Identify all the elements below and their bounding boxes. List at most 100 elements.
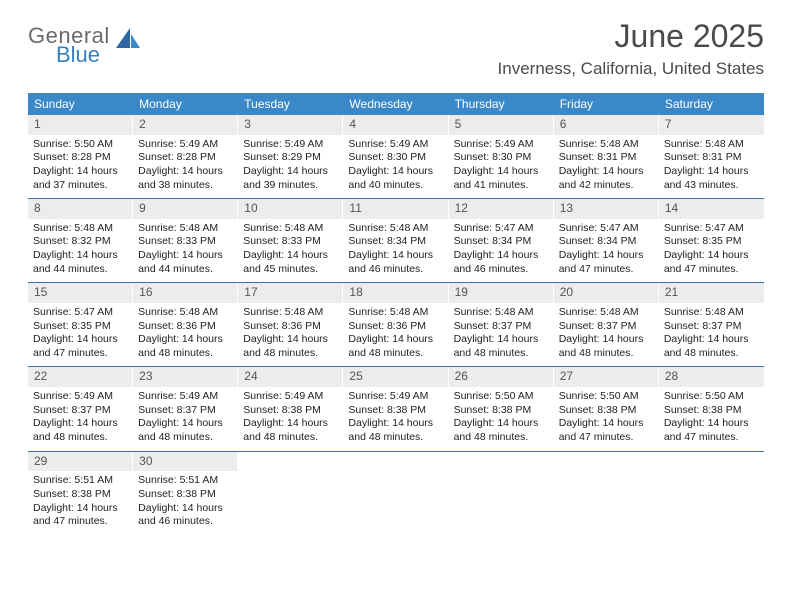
day-of-week: Tuesday (238, 93, 343, 115)
day-details: Sunrise: 5:50 AMSunset: 8:38 PMDaylight:… (554, 387, 659, 451)
day-details: Sunrise: 5:47 AMSunset: 8:34 PMDaylight:… (449, 219, 554, 283)
day-cell: 13Sunrise: 5:47 AMSunset: 8:34 PMDayligh… (554, 199, 659, 282)
logo: General Blue (28, 18, 142, 66)
day-cell: 27Sunrise: 5:50 AMSunset: 8:38 PMDayligh… (554, 367, 659, 450)
daylight-line: Daylight: 14 hours and 39 minutes. (243, 165, 338, 192)
day-of-week: Thursday (449, 93, 554, 115)
daylight-line: Daylight: 14 hours and 38 minutes. (138, 165, 233, 192)
sunset-line: Sunset: 8:30 PM (348, 151, 443, 165)
day-cell: 6Sunrise: 5:48 AMSunset: 8:31 PMDaylight… (554, 115, 659, 198)
sunset-line: Sunset: 8:37 PM (664, 320, 759, 334)
sunset-line: Sunset: 8:38 PM (454, 404, 549, 418)
daylight-line: Daylight: 14 hours and 42 minutes. (559, 165, 654, 192)
daylight-line: Daylight: 14 hours and 48 minutes. (664, 333, 759, 360)
sunrise-line: Sunrise: 5:47 AM (33, 306, 128, 320)
sunrise-line: Sunrise: 5:48 AM (138, 306, 233, 320)
sunset-line: Sunset: 8:37 PM (138, 404, 233, 418)
sunrise-line: Sunrise: 5:49 AM (138, 138, 233, 152)
day-cell: 14Sunrise: 5:47 AMSunset: 8:35 PMDayligh… (659, 199, 764, 282)
day-of-week: Sunday (28, 93, 133, 115)
day-details: Sunrise: 5:48 AMSunset: 8:37 PMDaylight:… (554, 303, 659, 367)
sunrise-line: Sunrise: 5:48 AM (559, 306, 654, 320)
sunrise-line: Sunrise: 5:48 AM (664, 306, 759, 320)
day-details: Sunrise: 5:49 AMSunset: 8:30 PMDaylight:… (343, 135, 448, 199)
day-cell: 4Sunrise: 5:49 AMSunset: 8:30 PMDaylight… (343, 115, 448, 198)
day-details: Sunrise: 5:49 AMSunset: 8:37 PMDaylight:… (28, 387, 133, 451)
daylight-line: Daylight: 14 hours and 48 minutes. (243, 333, 338, 360)
sunset-line: Sunset: 8:34 PM (559, 235, 654, 249)
day-number: 4 (343, 115, 448, 135)
day-number: 26 (449, 367, 554, 387)
day-number: 13 (554, 199, 659, 219)
day-number: 22 (28, 367, 133, 387)
day-cell: 1Sunrise: 5:50 AMSunset: 8:28 PMDaylight… (28, 115, 133, 198)
daylight-line: Daylight: 14 hours and 47 minutes. (559, 249, 654, 276)
day-number: 16 (133, 283, 238, 303)
sunset-line: Sunset: 8:38 PM (243, 404, 338, 418)
day-cell: 19Sunrise: 5:48 AMSunset: 8:37 PMDayligh… (449, 283, 554, 366)
day-number: 29 (28, 452, 133, 472)
sunset-line: Sunset: 8:29 PM (243, 151, 338, 165)
day-cell: 16Sunrise: 5:48 AMSunset: 8:36 PMDayligh… (133, 283, 238, 366)
day-number: 23 (133, 367, 238, 387)
day-number: 25 (343, 367, 448, 387)
daylight-line: Daylight: 14 hours and 48 minutes. (138, 333, 233, 360)
week-row: 1Sunrise: 5:50 AMSunset: 8:28 PMDaylight… (28, 115, 764, 198)
daylight-line: Daylight: 14 hours and 48 minutes. (243, 417, 338, 444)
day-cell: 24 Sunrise: 5:49 AMSunset: 8:38 PMDayligh… (238, 367, 343, 450)
day-details: Sunrise: 5:49 AMSunset: 8:28 PMDaylight:… (133, 135, 238, 199)
sunset-line: Sunset: 8:31 PM (559, 151, 654, 165)
day-number: 24 (238, 367, 343, 387)
sunrise-line: Sunrise: 5:48 AM (33, 222, 128, 236)
week-row: 15Sunrise: 5:47 AMSunset: 8:35 PMDayligh… (28, 282, 764, 366)
sunset-line: Sunset: 8:37 PM (33, 404, 128, 418)
daylight-line: Daylight: 14 hours and 37 minutes. (33, 165, 128, 192)
day-details: Sunrise: 5:48 AMSunset: 8:36 PMDaylight:… (343, 303, 448, 367)
day-number: 2 (133, 115, 238, 135)
day-details: Sunrise: 5:47 AMSunset: 8:34 PMDaylight:… (554, 219, 659, 283)
day-cell: 21Sunrise: 5:48 AMSunset: 8:37 PMDayligh… (659, 283, 764, 366)
daylight-line: Daylight: 14 hours and 47 minutes. (33, 502, 128, 529)
sunset-line: Sunset: 8:36 PM (243, 320, 338, 334)
daylight-line: Daylight: 14 hours and 41 minutes. (454, 165, 549, 192)
location: Inverness, California, United States (498, 59, 764, 79)
sunrise-line: Sunrise: 5:49 AM (243, 138, 338, 152)
calendar: SundayMondayTuesdayWednesdayThursdayFrid… (28, 93, 764, 535)
sunset-line: Sunset: 8:31 PM (664, 151, 759, 165)
empty-cell (554, 452, 659, 535)
day-cell: 23Sunrise: 5:49 AMSunset: 8:37 PMDayligh… (133, 367, 238, 450)
day-details: Sunrise: 5:48 AMSunset: 8:31 PMDaylight:… (554, 135, 659, 199)
day-details: Sunrise: 5:48 AMSunset: 8:31 PMDaylight:… (659, 135, 764, 199)
sunset-line: Sunset: 8:28 PM (138, 151, 233, 165)
sunrise-line: Sunrise: 5:47 AM (559, 222, 654, 236)
week-row: 29Sunrise: 5:51 AMSunset: 8:38 PMDayligh… (28, 451, 764, 535)
sunrise-line: Sunrise: 5:50 AM (33, 138, 128, 152)
day-cell: 3Sunrise: 5:49 AMSunset: 8:29 PMDaylight… (238, 115, 343, 198)
daylight-line: Daylight: 14 hours and 45 minutes. (243, 249, 338, 276)
sunrise-line: Sunrise: 5:47 AM (454, 222, 549, 236)
daylight-line: Daylight: 14 hours and 48 minutes. (348, 333, 443, 360)
day-number: 30 (133, 452, 238, 472)
daylight-line: Daylight: 14 hours and 47 minutes. (559, 417, 654, 444)
day-number: 21 (659, 283, 764, 303)
day-number: 19 (449, 283, 554, 303)
empty-cell (238, 452, 343, 535)
day-cell: 26Sunrise: 5:50 AMSunset: 8:38 PMDayligh… (449, 367, 554, 450)
sunrise-line: Sunrise: 5:49 AM (348, 390, 443, 404)
day-details: Sunrise: 5:48 AMSunset: 8:37 PMDaylight:… (659, 303, 764, 367)
sunrise-line: Sunrise: 5:48 AM (454, 306, 549, 320)
sunrise-line: Sunrise: 5:49 AM (33, 390, 128, 404)
daylight-line: Daylight: 14 hours and 47 minutes. (664, 249, 759, 276)
sunset-line: Sunset: 8:33 PM (243, 235, 338, 249)
day-of-week: Wednesday (343, 93, 448, 115)
day-cell: 5Sunrise: 5:49 AMSunset: 8:30 PMDaylight… (449, 115, 554, 198)
empty-cell (659, 452, 764, 535)
daylight-line: Daylight: 14 hours and 48 minutes. (138, 417, 233, 444)
day-details: Sunrise: 5:48 AMSunset: 8:33 PMDaylight:… (133, 219, 238, 283)
day-number: 18 (343, 283, 448, 303)
sunrise-line: Sunrise: 5:49 AM (243, 390, 338, 404)
day-number: 9 (133, 199, 238, 219)
day-details: Sunrise: 5:48 AMSunset: 8:34 PMDaylight:… (343, 219, 448, 283)
daylight-line: Daylight: 14 hours and 47 minutes. (664, 417, 759, 444)
daylight-line: Daylight: 14 hours and 44 minutes. (138, 249, 233, 276)
